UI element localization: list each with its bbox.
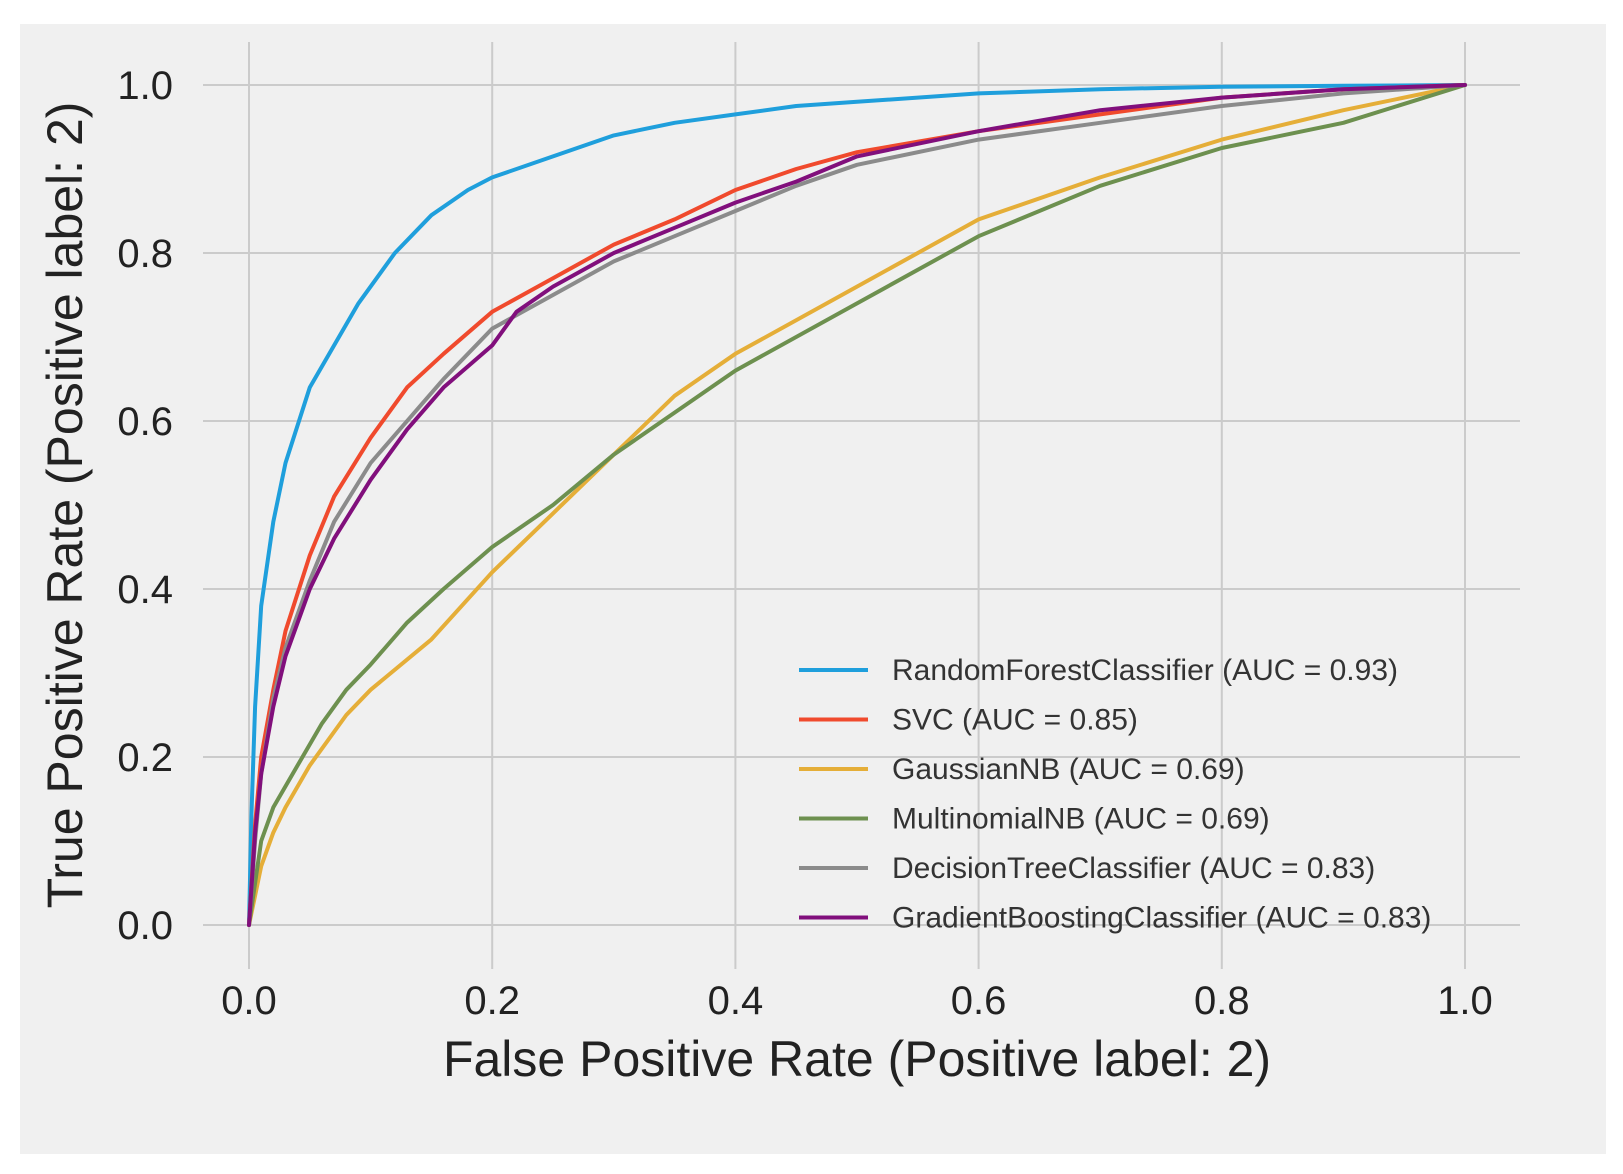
x-tick-label: 0.4 [708, 979, 764, 1023]
legend-label: DecisionTreeClassifier (AUC = 0.83) [892, 852, 1375, 885]
legend-label: MultinomialNB (AUC = 0.69) [892, 803, 1270, 836]
series-lines [247, 83, 1467, 927]
grid [203, 42, 1520, 969]
y-tick-label: 1.0 [117, 64, 173, 108]
y-tick-label: 0.2 [117, 736, 173, 780]
tick-labels: 0.0 0.2 0.4 0.6 0.8 1.0 0.0 0.2 0.4 0.6 0.8 1.0 [117, 64, 1492, 1023]
x-tick-label: 0.6 [951, 979, 1007, 1023]
series-line-0 [247, 83, 1467, 927]
legend-label: RandomForestClassifier (AUC = 0.93) [892, 654, 1398, 687]
series-line-2 [247, 83, 1467, 927]
series-line-5 [247, 83, 1467, 927]
roc-chart: 0.0 0.2 0.4 0.6 0.8 1.0 0.0 0.2 0.4 0.6 0.8 1.0 Fal… [37, 42, 1520, 1087]
y-tick-label: 0.4 [117, 568, 173, 612]
series-line-1 [247, 83, 1467, 927]
figure-background: 0.0 0.2 0.4 0.6 0.8 1.0 0.0 0.2 0.4 0.6 0.8 1.0 Fal… [20, 24, 1606, 1154]
series-line-3 [247, 83, 1467, 927]
x-tick-label: 0.0 [221, 979, 277, 1023]
y-tick-label: 0.0 [117, 904, 173, 948]
x-tick-label: 0.2 [464, 979, 520, 1023]
legend: RandomForestClassifier (AUC = 0.93) SVC (… [799, 654, 1431, 935]
x-tick-label: 1.0 [1437, 979, 1493, 1023]
legend-label: GradientBoostingClassifier (AUC = 0.83) [892, 902, 1431, 935]
y-axis-label: True Positive Rate (Positive label: 2) [37, 102, 93, 909]
x-tick-label: 0.8 [1194, 979, 1250, 1023]
series-line-4 [247, 83, 1467, 927]
x-axis-label: False Positive Rate (Positive label: 2) [443, 1031, 1271, 1087]
legend-label: GaussianNB (AUC = 0.69) [892, 753, 1245, 786]
legend-label: SVC (AUC = 0.85) [892, 704, 1138, 737]
y-tick-label: 0.8 [117, 232, 173, 276]
y-tick-label: 0.6 [117, 400, 173, 444]
